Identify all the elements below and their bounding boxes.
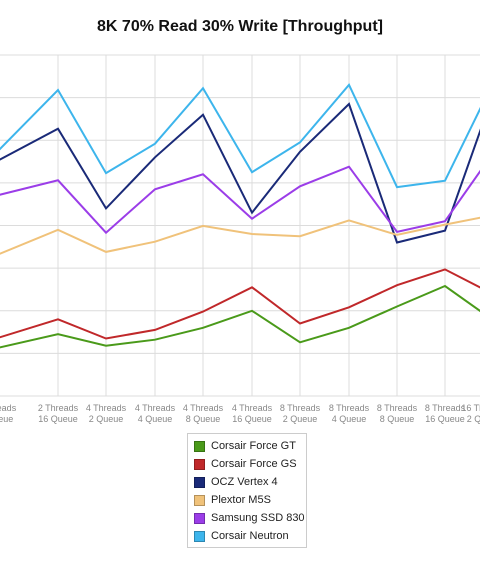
x-tick-label: 8 Threads 4 Queue bbox=[329, 403, 370, 424]
x-tick-label: 4 Threads 16 Queue bbox=[232, 403, 273, 424]
legend-item: Samsung SSD 830 bbox=[188, 509, 306, 527]
legend-swatch bbox=[194, 512, 205, 524]
series-line-0 bbox=[0, 284, 480, 349]
x-tick-label: 8 Threads 2 Queue bbox=[280, 403, 321, 424]
legend-label: Corsair Force GS bbox=[211, 458, 297, 470]
legend-label: Samsung SSD 830 bbox=[211, 512, 305, 524]
series-line-4 bbox=[0, 165, 480, 235]
legend-item: OCZ Vertex 4 bbox=[188, 473, 306, 491]
x-tick-label: 2 Threads 16 Queue bbox=[38, 403, 79, 424]
series-lines bbox=[0, 82, 480, 349]
series-line-3 bbox=[0, 216, 480, 255]
chart-title: 8K 70% Read 30% Write [Throughput] bbox=[97, 18, 383, 35]
legend-label: Corsair Neutron bbox=[211, 530, 289, 542]
series-line-2 bbox=[0, 102, 480, 244]
x-tick-label: 4 Threads 2 Queue bbox=[86, 403, 127, 424]
legend-swatch bbox=[194, 530, 205, 542]
series-line-1 bbox=[0, 268, 480, 340]
legend-label: Plextor M5S bbox=[211, 494, 271, 506]
legend-item: Plextor M5S bbox=[188, 491, 306, 509]
legend-swatch bbox=[194, 476, 205, 488]
legend-swatch bbox=[194, 440, 205, 452]
legend-swatch bbox=[194, 458, 205, 470]
x-tick-label: 8 Threads 8 Queue bbox=[377, 403, 418, 424]
series-line-5 bbox=[0, 82, 480, 189]
grid-lines bbox=[0, 54, 480, 397]
legend-label: Corsair Force GT bbox=[211, 440, 296, 452]
legend-item: Corsair Force GT bbox=[188, 437, 306, 455]
legend: Corsair Force GT Corsair Force GS OCZ Vert… bbox=[187, 433, 307, 548]
legend-swatch bbox=[194, 494, 205, 506]
x-tick-label: 4 Threads 8 Queue bbox=[183, 403, 224, 424]
legend-item: Corsair Neutron bbox=[188, 527, 306, 545]
legend-item: Corsair Force GS bbox=[188, 455, 306, 473]
x-tick-label: 8 Threads 16 Queue bbox=[425, 403, 466, 424]
x-tick-label: 4 Threads 4 Queue bbox=[135, 403, 176, 424]
legend-label: OCZ Vertex 4 bbox=[211, 476, 278, 488]
